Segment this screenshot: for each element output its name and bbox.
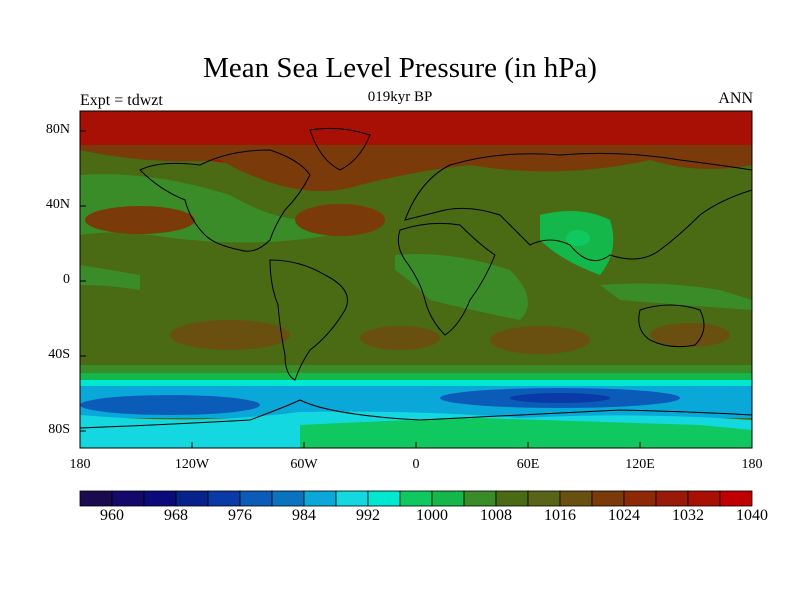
colorbar-swatch <box>527 490 561 507</box>
lon-tick-60e: 60E <box>516 457 540 472</box>
lon-tick-0: 0 <box>412 457 420 472</box>
map-subtitle: 019kyr BP <box>367 89 433 105</box>
colorbar-swatch <box>79 490 113 507</box>
coast-greenland <box>309 127 371 171</box>
colorbar-swatch <box>399 490 433 507</box>
field-aus-high <box>650 323 730 347</box>
colorbar-swatch <box>303 490 337 507</box>
colorbar-label: 984 <box>292 507 316 524</box>
lon-tick-120e: 120E <box>625 457 655 472</box>
colorbar-label: 960 <box>100 507 124 524</box>
field-azores-high <box>295 204 385 236</box>
colorbar-swatch <box>335 490 369 507</box>
colorbar <box>79 490 753 507</box>
field-so-1008 <box>80 373 752 381</box>
colorbar-swatch <box>655 490 689 507</box>
lon-tick-180e: 180 <box>741 457 763 472</box>
pressure-field <box>80 111 752 448</box>
lat-tick-40s: 40S <box>48 347 70 362</box>
coast-north-america <box>139 149 311 252</box>
colorbar-swatch <box>143 490 177 507</box>
colorbar-swatch <box>175 490 209 507</box>
colorbar-swatch <box>559 490 593 507</box>
period-label: ANN <box>718 90 753 107</box>
coast-south-america <box>269 259 348 381</box>
colorbar-swatch <box>367 490 401 507</box>
coast-africa <box>397 222 496 336</box>
colorbar-label: 1024 <box>608 507 640 524</box>
colorbar-swatch <box>463 490 497 507</box>
field-itcz-west <box>80 265 140 290</box>
lon-tick-120w: 120W <box>174 457 210 472</box>
colorbar-swatch <box>623 490 657 507</box>
field-so-low-1 <box>80 395 260 415</box>
colorbar-swatch <box>687 490 721 507</box>
colorbar-label: 1032 <box>672 507 704 524</box>
colorbar-label: 992 <box>356 507 380 524</box>
colorbar-swatch <box>111 490 145 507</box>
colorbar-label: 1008 <box>480 507 512 524</box>
field-so-1000 <box>80 380 752 388</box>
coast-australia <box>638 304 705 348</box>
lat-tick-80s: 80S <box>48 422 70 437</box>
colorbar-swatch <box>271 490 305 507</box>
coast-eurasia <box>404 152 752 262</box>
lon-tick-60w: 60W <box>290 457 318 472</box>
coast-antarctica <box>80 399 752 429</box>
field-pacific-high <box>85 206 195 234</box>
lat-tick-80n: 80N <box>45 122 70 137</box>
field-africa-low <box>395 254 528 320</box>
colorbar-label: 976 <box>228 507 252 524</box>
lon-tick-180w: 180 <box>69 457 91 472</box>
colorbar-swatch <box>431 490 465 507</box>
field-arctic-ring <box>80 145 752 192</box>
field-sp-high <box>170 320 290 350</box>
coastlines <box>80 127 752 429</box>
field-si-high <box>490 326 590 354</box>
colorbar-label: 1000 <box>416 507 448 524</box>
colorbar-swatch <box>591 490 625 507</box>
lat-tick-0: 0 <box>63 272 70 287</box>
colorbar-swatch <box>239 490 273 507</box>
colorbar-swatch <box>207 490 241 507</box>
lat-tick-40n: 40N <box>45 197 70 212</box>
colorbar-label: 968 <box>164 507 188 524</box>
field-antarctic-high <box>300 418 752 448</box>
colorbar-label: 1040 <box>736 507 768 524</box>
colorbar-label: 1016 <box>544 507 576 524</box>
field-so-low-core <box>510 393 610 403</box>
colorbar-swatch <box>719 490 753 507</box>
axis-ticks <box>79 130 753 448</box>
experiment-label: Expt = tdwzt <box>80 92 163 109</box>
map-title: Mean Sea Level Pressure (in hPa) <box>203 52 597 84</box>
field-warm-pool <box>600 283 752 310</box>
field-asian-low-core <box>566 230 590 246</box>
colorbar-swatch <box>495 490 529 507</box>
field-sa-high <box>360 326 440 350</box>
